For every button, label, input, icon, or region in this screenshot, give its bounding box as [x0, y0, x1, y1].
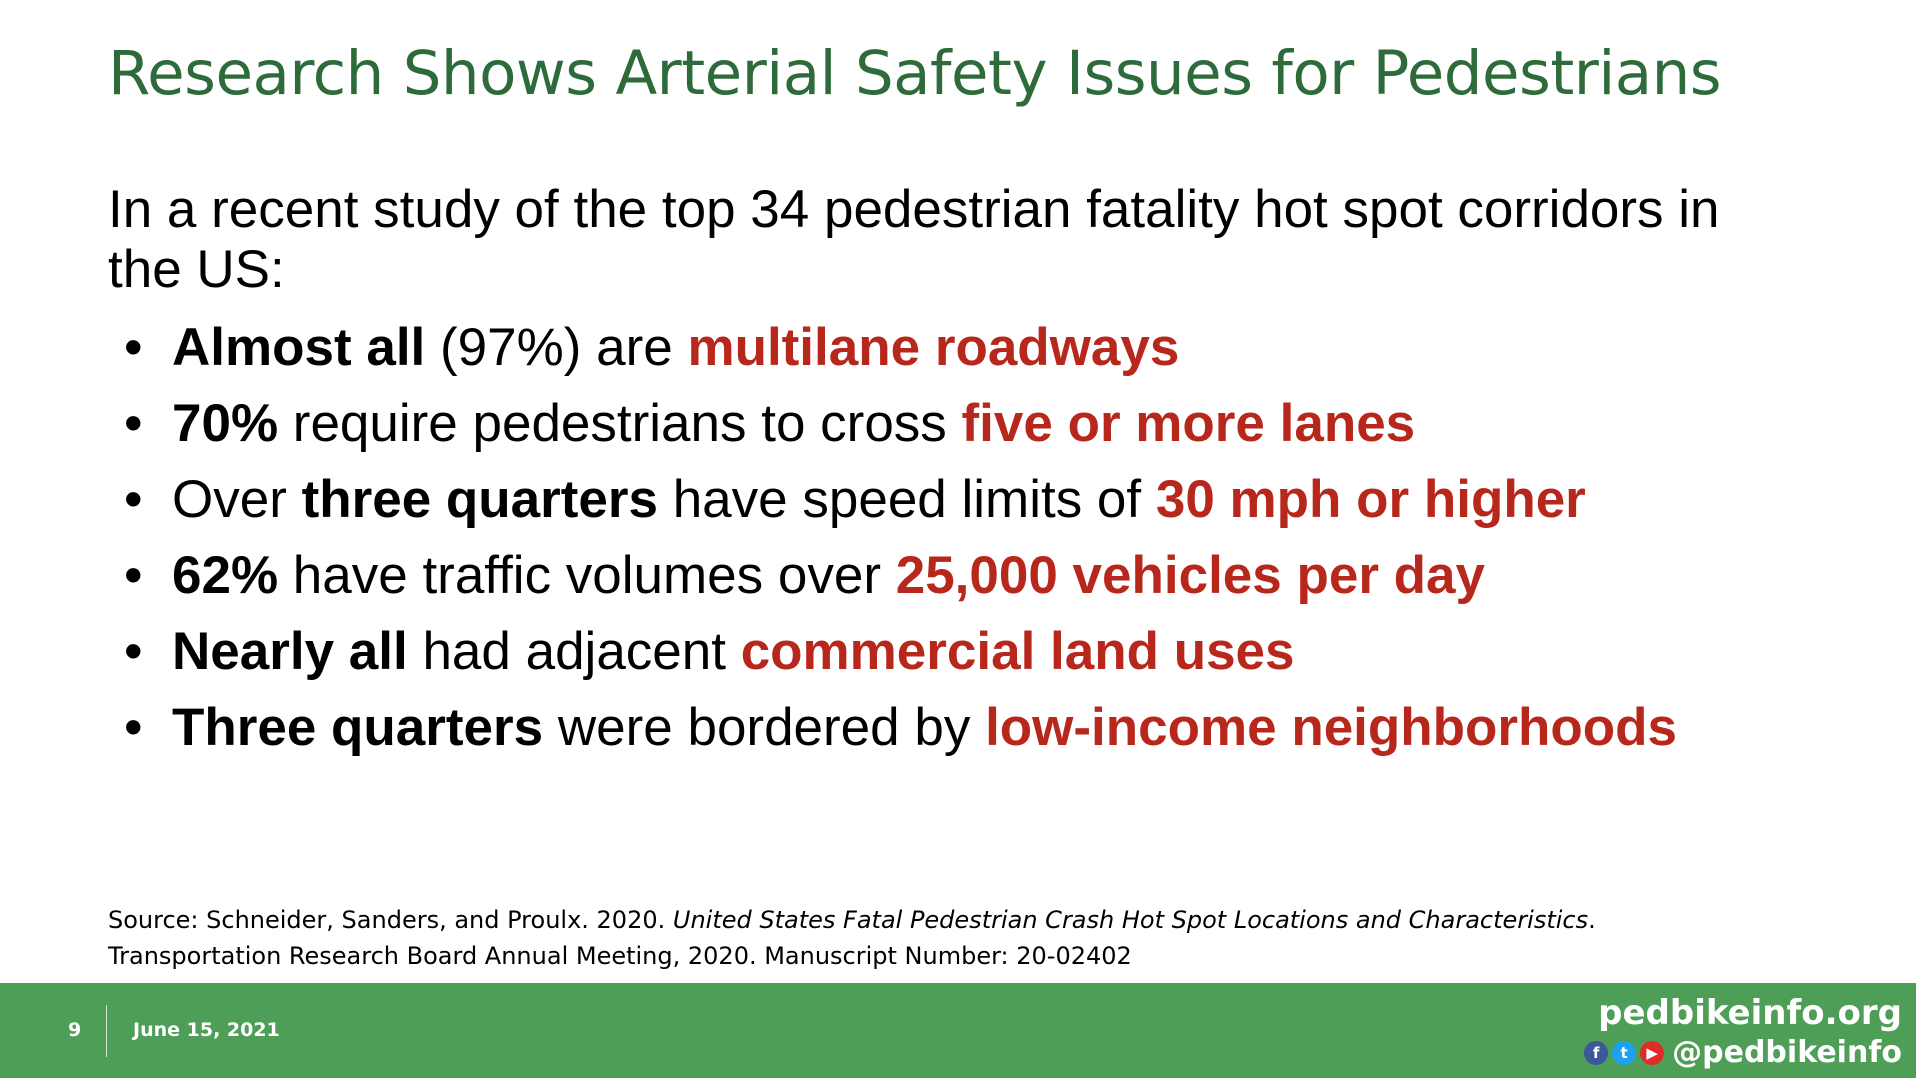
citation-title: United States Fatal Pedestrian Crash Hot… [672, 906, 1589, 934]
footer-divider [106, 1005, 107, 1057]
citation-line-1: Source: Schneider, Sanders, and Proulx. … [108, 902, 1808, 938]
bullet-text: Over [172, 470, 302, 529]
social-links: f t ▶ @pedbikeinfo [1584, 1035, 1902, 1070]
bullet-text: had adjacent [407, 622, 741, 681]
bullet-highlight: 30 mph or higher [1155, 470, 1586, 529]
social-handle[interactable]: @pedbikeinfo [1672, 1035, 1902, 1070]
website-link[interactable]: pedbikeinfo.org [1598, 993, 1902, 1033]
bullet-highlight: five or more lanes [961, 394, 1416, 453]
intro-text: In a recent study of the top 34 pedestri… [108, 180, 1720, 299]
bullet-dot: • [124, 546, 143, 605]
bullet-dot: • [124, 470, 143, 529]
bullet-highlight: multilane roadways [687, 318, 1180, 377]
bullet-text: have speed limits of [657, 470, 1156, 529]
source-citation: Source: Schneider, Sanders, and Proulx. … [108, 902, 1808, 974]
bullet-item: • Three quarters were bordered by low-in… [108, 698, 1728, 758]
bullet-emphasis: 70% [172, 394, 279, 453]
bullet-emphasis: Three quarters [172, 698, 544, 757]
youtube-icon[interactable]: ▶ [1640, 1040, 1665, 1065]
footer-bar: 9 June 15, 2021 pedbikeinfo.org f t ▶ @p… [0, 983, 1916, 1078]
facebook-icon[interactable]: f [1584, 1040, 1609, 1065]
bullet-text: require pedestrians to cross [278, 394, 962, 453]
bullet-emphasis: Nearly all [172, 622, 408, 681]
bullet-highlight: 25,000 vehicles per day [895, 546, 1486, 605]
findings-list: • Almost all (97%) are multilane roadway… [108, 318, 1728, 774]
bullet-emphasis: 62% [172, 546, 279, 605]
bullet-text: (97%) are [425, 318, 688, 377]
presentation-date: June 15, 2021 [133, 1019, 280, 1041]
bullet-item: • Nearly all had adjacent commercial lan… [108, 622, 1728, 682]
bullet-text: were bordered by [543, 698, 986, 757]
bullet-dot: • [124, 698, 143, 757]
bullet-emphasis: three quarters [301, 470, 658, 529]
bullet-item: • Over three quarters have speed limits … [108, 470, 1728, 530]
slide-title: Research Shows Arterial Safety Issues fo… [108, 38, 1722, 109]
bullet-item: • 70% require pedestrians to cross five … [108, 394, 1728, 454]
bullet-dot: • [124, 622, 143, 681]
bullet-dot: • [124, 394, 143, 453]
citation-line-2: Transportation Research Board Annual Mee… [108, 942, 1132, 970]
citation-prefix: Source: Schneider, Sanders, and Proulx. … [108, 906, 673, 934]
citation-suffix: . [1588, 906, 1596, 934]
twitter-icon[interactable]: t [1612, 1040, 1637, 1065]
bullet-text: have traffic volumes over [278, 546, 896, 605]
bullet-dot: • [124, 318, 143, 377]
bullet-item: • 62% have traffic volumes over 25,000 v… [108, 546, 1728, 606]
bullet-highlight: commercial land uses [740, 622, 1295, 681]
page-number: 9 [68, 1019, 82, 1041]
bullet-item: • Almost all (97%) are multilane roadway… [108, 318, 1728, 378]
bullet-highlight: low-income neighborhoods [985, 698, 1677, 757]
bullet-emphasis: Almost all [172, 318, 426, 377]
